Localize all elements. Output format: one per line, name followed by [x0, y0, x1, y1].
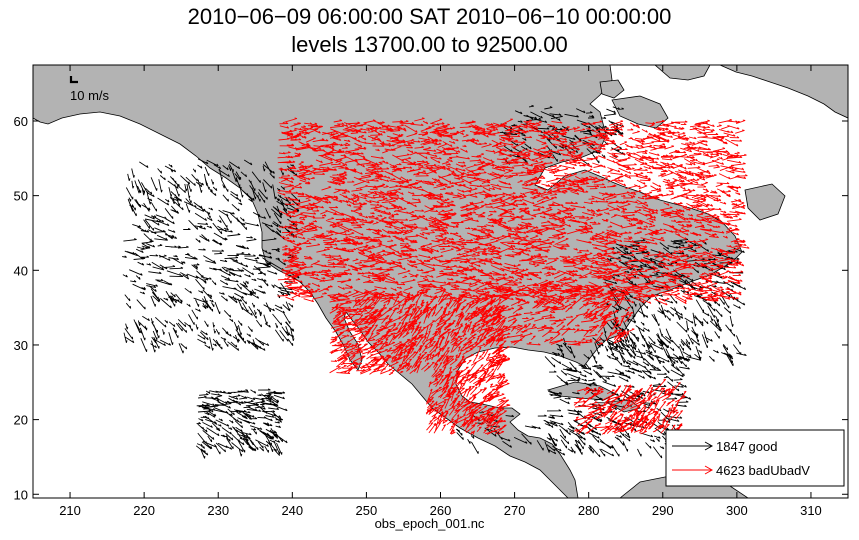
legend-label-good: 1847 good	[716, 439, 777, 454]
y-tick-label: 10	[14, 487, 28, 502]
legend-arrowhead-bad	[704, 465, 714, 475]
legend-entry-good: 1847 good	[672, 439, 777, 454]
x-tick-label: 250	[356, 503, 378, 518]
x-tick-label: 280	[578, 503, 600, 518]
chart-title-line-2: levels 13700.00 to 92500.00	[291, 32, 568, 57]
legend-arrowhead-good	[704, 441, 714, 451]
x-tick-label: 220	[133, 503, 155, 518]
x-tick-label: 290	[652, 503, 674, 518]
reference-vector-arrow	[69, 76, 78, 84]
y-tick-label: 20	[14, 413, 28, 428]
arctic-island-2	[599, 79, 625, 99]
y-tick-label: 50	[14, 189, 28, 204]
x-axis-ticks: 210 220 230 240 250 260 270 280 290 300 310	[59, 65, 822, 518]
bad-wind-vectors	[277, 117, 750, 435]
x-tick-label: 230	[207, 503, 229, 518]
x-tick-label: 310	[800, 503, 822, 518]
x-tick-label: 270	[504, 503, 526, 518]
x-tick-label: 260	[430, 503, 452, 518]
legend-box	[665, 429, 845, 487]
reference-vector: 10 m/s	[69, 76, 110, 103]
baffin-island	[611, 95, 669, 129]
greenland-landmass	[719, 65, 848, 119]
arctic-island-1	[654, 65, 711, 81]
y-tick-label: 60	[14, 114, 28, 129]
y-tick-label: 30	[14, 338, 28, 353]
chart-title-line-1: 2010−06−09 06:00:00 SAT 2010−06−10 00:00…	[187, 4, 672, 29]
legend-entry-bad: 4623 badUbadV	[672, 463, 810, 478]
x-tick-label: 210	[59, 503, 81, 518]
y-tick-label: 40	[14, 263, 28, 278]
x-axis-label: obs_epoch_001.nc	[374, 516, 485, 531]
bad-vector-marks	[277, 117, 750, 435]
reference-vector-label: 10 m/s	[70, 88, 110, 103]
newfoundland	[744, 183, 786, 221]
legend-label-bad: 4623 badUbadV	[716, 463, 810, 478]
legend: 1847 good 4623 badUbadV	[665, 429, 845, 487]
x-tick-label: 300	[726, 503, 748, 518]
x-tick-label: 240	[281, 503, 303, 518]
y-axis-ticks: 10 20 30 40 50 60	[14, 114, 848, 502]
